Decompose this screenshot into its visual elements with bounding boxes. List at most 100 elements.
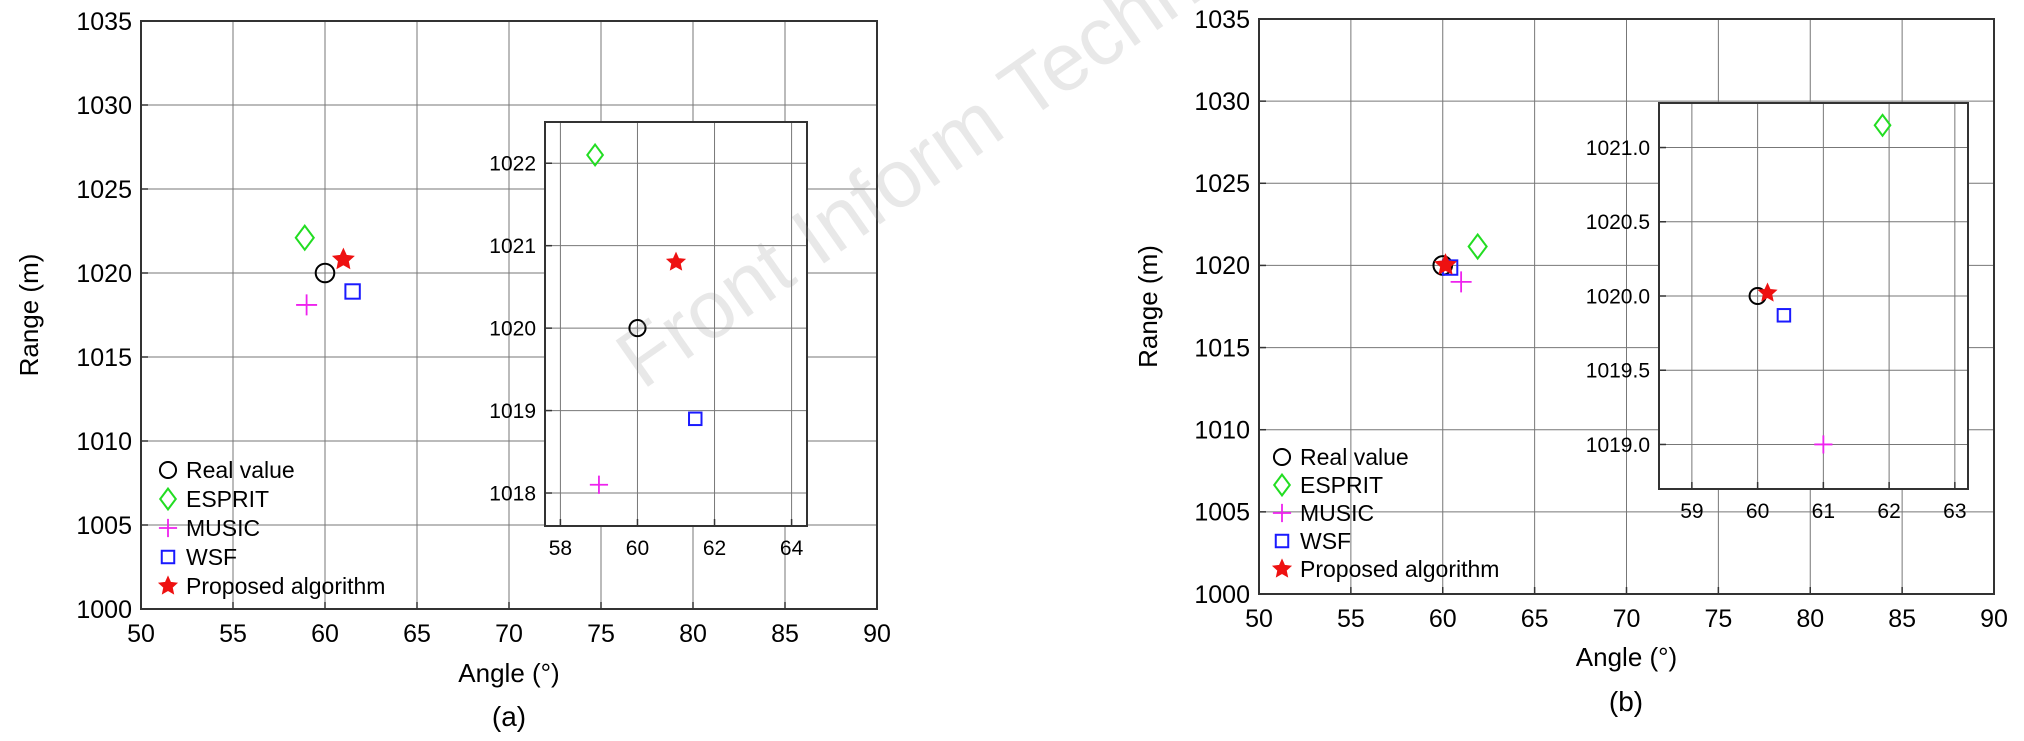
- main-point-plus: [1450, 271, 1472, 293]
- main-y-tick-label: 1005: [76, 512, 132, 540]
- legend-label: ESPRIT: [1300, 472, 1383, 498]
- main-x-tick-label: 85: [1888, 605, 1916, 633]
- inset-point-plus: [1814, 435, 1833, 454]
- panel-caption: (b): [1609, 686, 1643, 717]
- main-point-diamond: [1467, 232, 1488, 261]
- main-x-tick-label: 80: [1796, 605, 1824, 633]
- main-x-tick-label: 55: [1337, 605, 1365, 633]
- inset-x-tick-label: 58: [549, 537, 572, 560]
- legend-marker-circle: [1272, 447, 1292, 467]
- inset-point-diamond: [1873, 113, 1892, 138]
- main-x-tick-label: 65: [1521, 605, 1549, 633]
- legend-marker-star: [157, 575, 179, 595]
- y-axis-label: Range (m): [1133, 245, 1163, 368]
- main-y-tick-label: 1030: [76, 92, 132, 120]
- legend-marker-star: [1271, 558, 1293, 578]
- inset-x-tick-label: 64: [780, 537, 804, 560]
- main-x-tick-label: 80: [679, 620, 707, 648]
- inset-plot-area: [545, 122, 807, 526]
- inset-y-tick-label: 1021: [489, 235, 536, 258]
- main-y-tick-label: 1025: [1194, 170, 1250, 198]
- inset-y-tick-label: 1020.0: [1586, 285, 1650, 308]
- inset-point-diamond: [586, 142, 605, 168]
- inset-y-tick-label: 1020.5: [1586, 211, 1650, 234]
- main-x-tick-label: 75: [587, 620, 615, 648]
- inset-x-tick-label: 60: [626, 537, 649, 560]
- main-x-tick-label: 70: [495, 620, 523, 648]
- main-x-tick-label: 85: [771, 620, 799, 648]
- main-point-star: [331, 247, 355, 270]
- y-axis-label: Range (m): [14, 254, 44, 377]
- inset-x-tick-label: 63: [1943, 500, 1966, 523]
- inset-point-star: [665, 251, 687, 271]
- legend-label: WSF: [1300, 528, 1351, 554]
- main-y-tick-label: 1010: [76, 428, 132, 456]
- legend-marker-square: [160, 549, 176, 565]
- main-point-star: [1434, 253, 1457, 275]
- inset-y-tick-label: 1021.0: [1586, 137, 1650, 160]
- inset-point-square: [1776, 308, 1792, 323]
- x-axis-label: Angle (°): [458, 658, 559, 688]
- main-x-tick-label: 50: [127, 620, 155, 648]
- inset-x-tick-label: 61: [1812, 500, 1835, 523]
- inset-x-tick-label: 60: [1746, 500, 1769, 523]
- inset-y-tick-label: 1018: [489, 482, 536, 505]
- x-axis-label: Angle (°): [1576, 642, 1677, 672]
- inset-x-tick-label: 62: [703, 537, 726, 560]
- main-y-tick-label: 1000: [76, 596, 132, 624]
- legend-label: MUSIC: [186, 515, 260, 541]
- main-point-diamond: [294, 224, 316, 252]
- legend-marker-square: [1274, 533, 1290, 549]
- inset-axes-frame: [544, 121, 808, 527]
- main-x-tick-label: 55: [219, 620, 247, 648]
- legend-label: MUSIC: [1300, 500, 1374, 526]
- main-x-tick-label: 60: [1429, 605, 1457, 633]
- inset-point-circle: [628, 319, 647, 338]
- panel-caption: (a): [492, 701, 526, 732]
- inset-x-tick-label: 59: [1680, 500, 1703, 523]
- main-point-square: [344, 283, 361, 300]
- legend-marker-circle: [158, 460, 178, 480]
- legend-label: Real value: [186, 457, 295, 483]
- inset-plot: 58 60 62 64 1018 1019 1020 1021 1022: [489, 121, 808, 560]
- main-x-tick-label: 90: [1980, 605, 2008, 633]
- main-point-plus: [296, 294, 318, 316]
- main-x-tick-label: 50: [1245, 605, 1273, 633]
- inset-y-tick-label: 1019.0: [1586, 434, 1650, 457]
- main-y-tick-label: 1020: [76, 260, 132, 288]
- main-y-tick-label: 1035: [1194, 6, 1250, 34]
- main-point-circle: [314, 262, 336, 284]
- main-y-tick-label: 1015: [1194, 334, 1250, 362]
- legend-label: Proposed algorithm: [186, 573, 385, 599]
- main-y-tick-label: 1030: [1194, 88, 1250, 116]
- inset-plot: 59 60 61 62 63 1019.0 1019.5 1020.0 1020.5 1021.0: [1586, 102, 1969, 523]
- main-x-tick-label: 60: [311, 620, 339, 648]
- inset-x-tick-label: 62: [1877, 500, 1900, 523]
- main-y-tick-label: 1010: [1194, 416, 1250, 444]
- inset-point-plus: [589, 475, 609, 494]
- main-y-tick-label: 1035: [76, 8, 132, 36]
- main-x-tick-label: 70: [1613, 605, 1641, 633]
- main-x-tick-label: 90: [863, 620, 891, 648]
- chart-panel-a: 50 55 60 65 70 75 80 85 90 1000 1005 1010 1015 1020 10…: [14, 8, 891, 732]
- inset-point-square: [688, 411, 703, 427]
- main-y-tick-label: 1005: [1194, 499, 1250, 527]
- inset-y-tick-label: 1022: [489, 153, 536, 176]
- chart-panel-b: 50 55 60 65 70 75 80 85 90 1000 1005 1010 1015 1020 10…: [1133, 6, 2008, 717]
- inset-y-tick-label: 1020: [489, 317, 536, 340]
- legend-label: WSF: [186, 544, 237, 570]
- legend-marker-plus: [158, 518, 178, 538]
- main-x-tick-label: 75: [1704, 605, 1732, 633]
- inset-y-tick-label: 1019.5: [1586, 360, 1650, 383]
- inset-y-tick-label: 1019: [489, 400, 536, 423]
- main-y-tick-label: 1000: [1194, 581, 1250, 609]
- main-x-tick-label: 65: [403, 620, 431, 648]
- main-y-tick-label: 1025: [76, 176, 132, 204]
- legend-marker-plus: [1272, 503, 1292, 523]
- inset-point-star: [1757, 282, 1778, 302]
- main-y-tick-label: 1015: [76, 344, 132, 372]
- legend-marker-diamond: [1272, 472, 1292, 498]
- legend-label: Proposed algorithm: [1300, 556, 1499, 582]
